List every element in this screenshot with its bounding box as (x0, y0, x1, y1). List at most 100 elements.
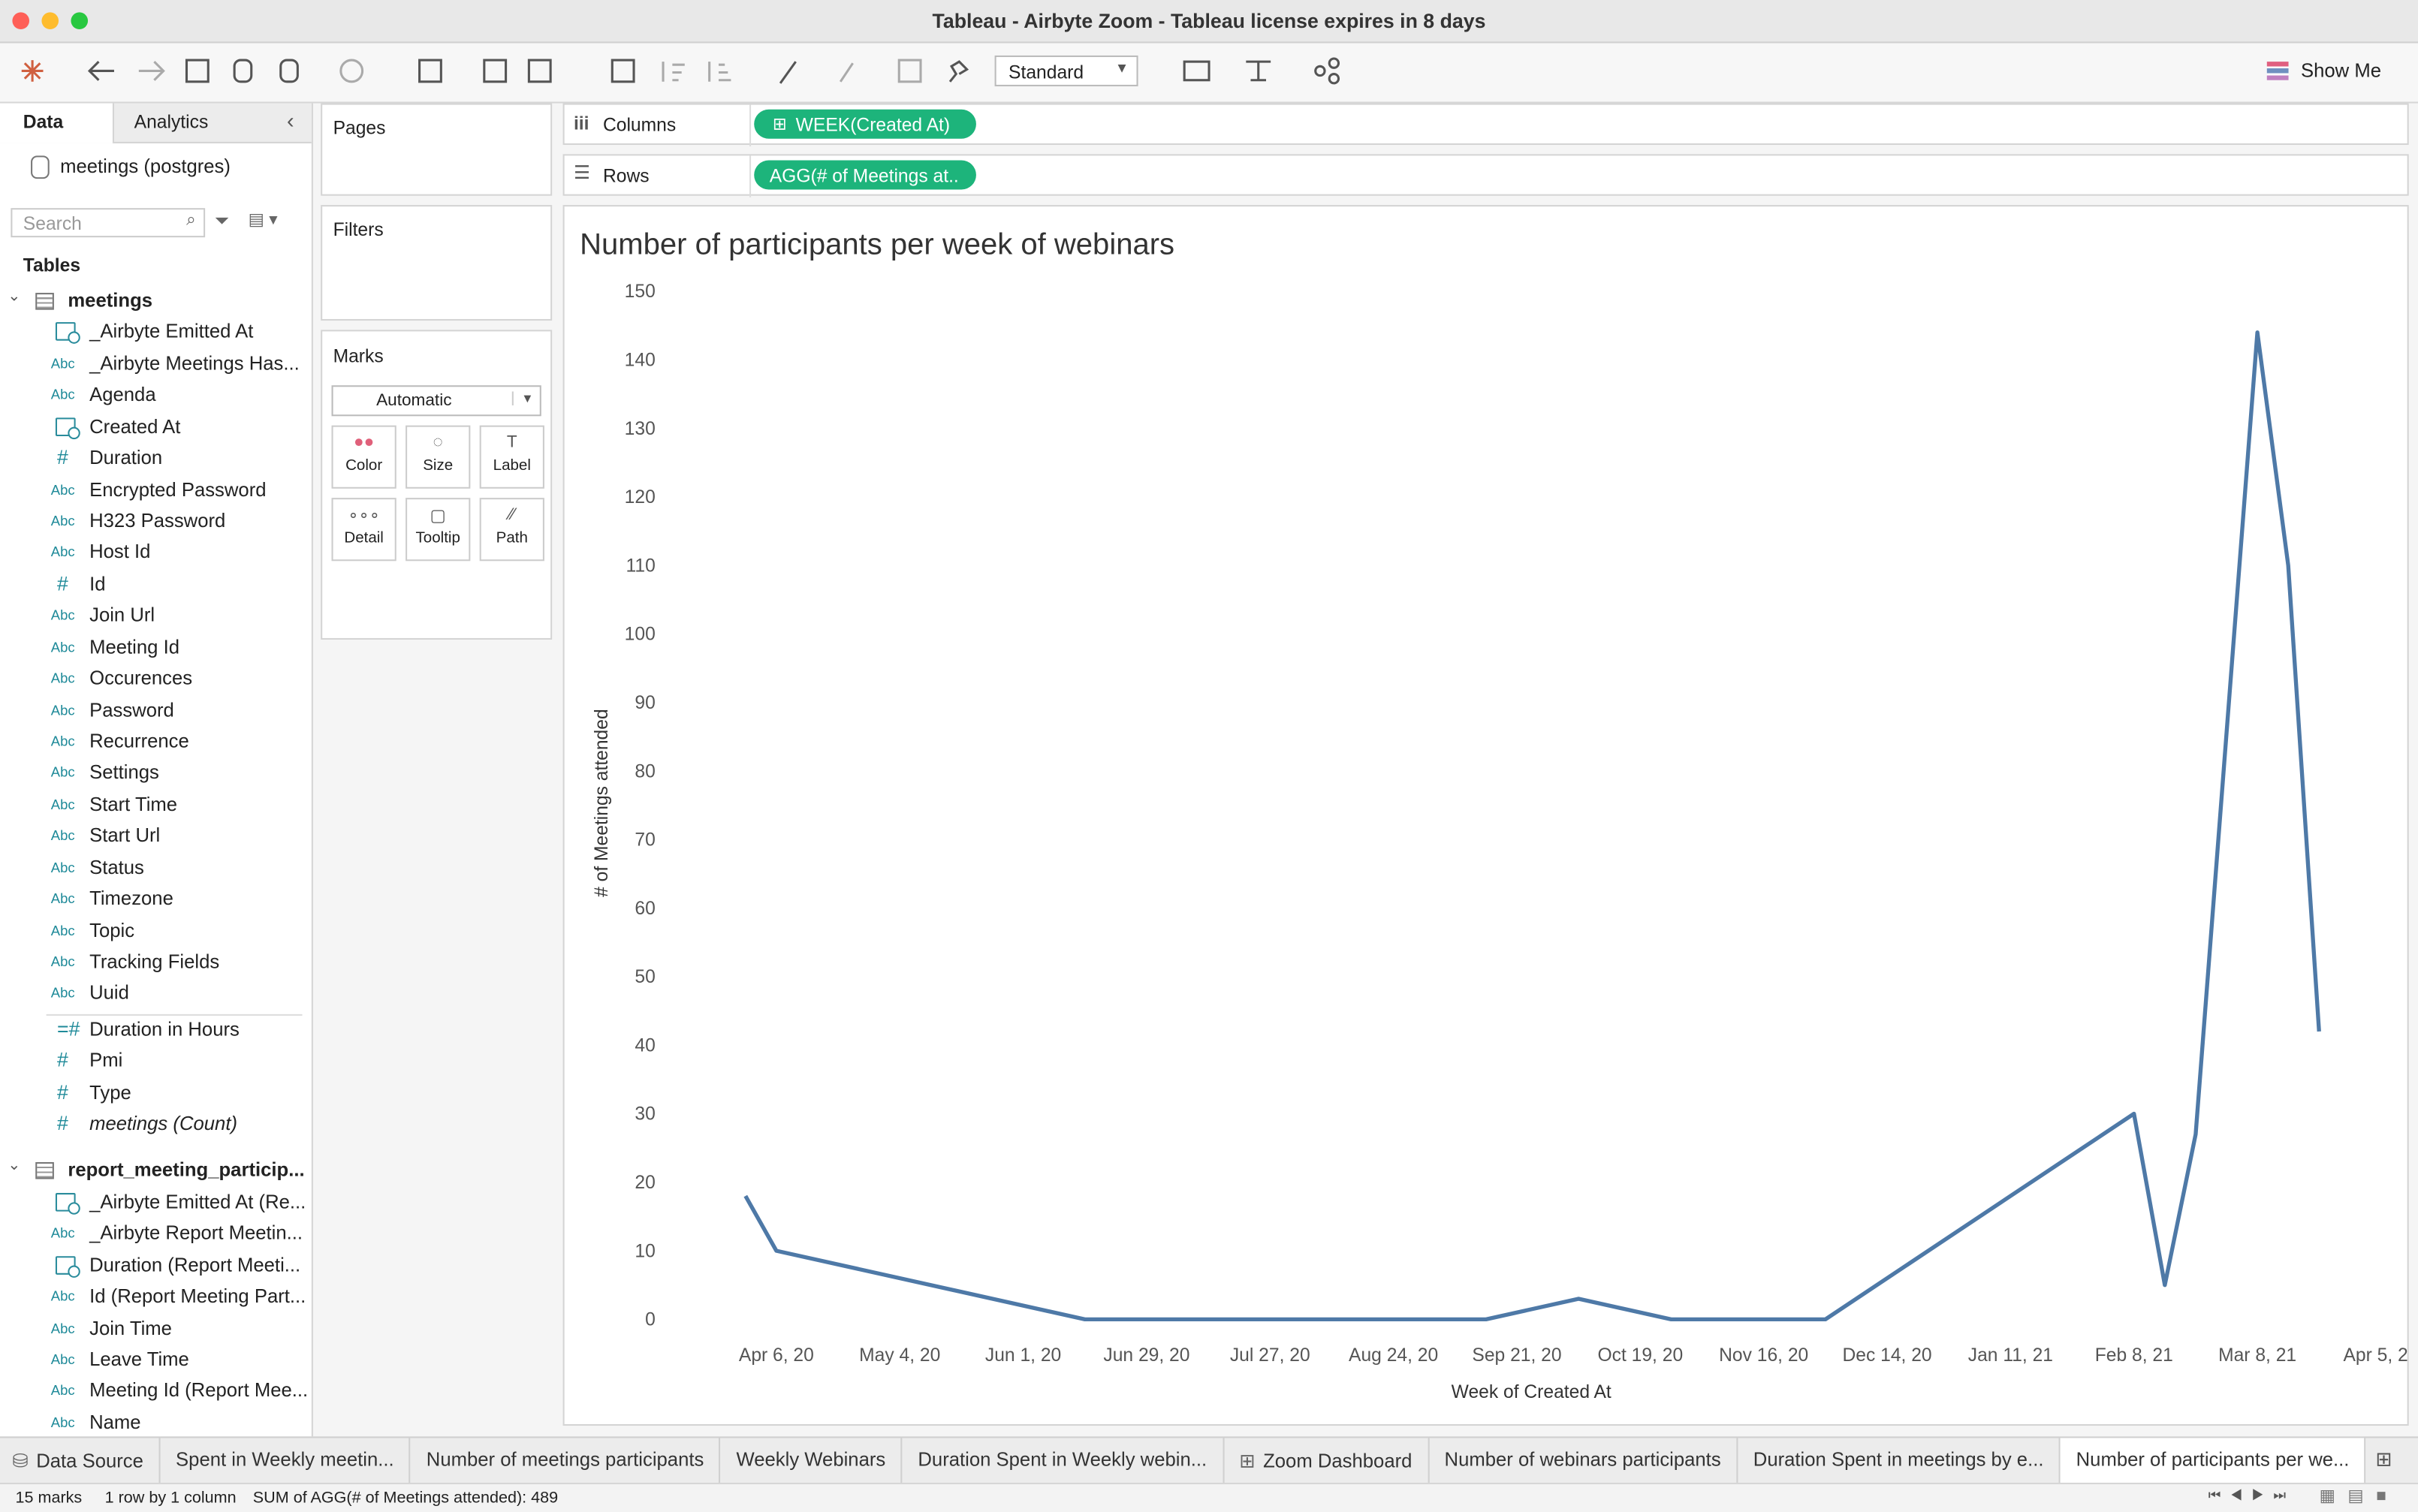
field-name: Type (89, 1081, 131, 1104)
view-buttons[interactable]: ▦▤■ (2319, 1487, 2399, 1506)
sheet-tab[interactable]: Weekly Webinars (721, 1438, 903, 1485)
save[interactable] (185, 59, 210, 83)
view-size-dropdown[interactable]: Standard ▼ (994, 55, 1138, 86)
columns-pill[interactable]: ⊞ WEEK(Created At) (754, 109, 976, 139)
mark-button[interactable]: ●● Color (331, 425, 396, 489)
toolbar-icons (21, 57, 1340, 85)
field[interactable]: Abc Meeting Id (Report Mee... (51, 1378, 308, 1406)
field[interactable]: Abc Id (Report Meeting Part... (51, 1284, 306, 1312)
collapse-button[interactable]: ‹ (286, 107, 294, 133)
filter-button[interactable]: ⏷ (214, 209, 230, 231)
sheet-tab[interactable]: Number of participants per we... (2061, 1438, 2367, 1485)
field[interactable]: Abc Start Time (51, 792, 306, 820)
sheet-tab[interactable]: Number of meetings participants (411, 1438, 721, 1485)
analytics-tab[interactable]: Analytics (134, 110, 209, 133)
field[interactable]: Abc Encrypted Password (51, 477, 306, 505)
field[interactable]: Abc Agenda (51, 383, 306, 411)
group[interactable] (839, 62, 854, 83)
data-tab[interactable]: Data (0, 103, 114, 143)
sheet-tab[interactable]: ⊞ Zoom Dashboard (1224, 1438, 1430, 1485)
view-button[interactable]: ▤ ▾ (248, 211, 278, 230)
field[interactable]: Abc Meeting Id (51, 634, 306, 662)
sheet-tab[interactable]: Duration Spent in Weekly webin... (903, 1438, 1224, 1485)
new-data-source[interactable] (233, 59, 253, 83)
field[interactable]: Abc Name (51, 1410, 306, 1436)
tableau-logo[interactable] (21, 60, 44, 82)
y-tick-label: 110 (626, 556, 656, 576)
field-type-icon: Abc (50, 670, 75, 686)
expand-caret[interactable]: ⌄ (8, 288, 21, 306)
field[interactable]: Abc Recurrence (51, 729, 306, 757)
field[interactable]: Abc Settings (51, 761, 306, 788)
tab-label: Number of webinars participants (1444, 1448, 1721, 1471)
refresh[interactable] (339, 59, 364, 83)
mark-button[interactable]: ∘∘∘ Detail (331, 498, 396, 562)
field[interactable]: =# Duration in Hours (51, 1017, 306, 1045)
field[interactable]: # Type (51, 1080, 306, 1107)
field[interactable]: Abc Topic (51, 918, 306, 946)
field[interactable]: Abc Join Time (51, 1315, 306, 1343)
mark-type-dropdown[interactable]: Automatic ▼ (331, 385, 541, 417)
mark-button[interactable]: ◌ Size (406, 425, 471, 489)
table-name[interactable]: meetings (68, 289, 153, 312)
sheet-tab[interactable]: Duration Spent in meetings by e... (1738, 1438, 2061, 1485)
labels[interactable] (897, 59, 922, 83)
show-me-icon (2266, 62, 2289, 80)
table-name[interactable]: report_meeting_particip... (68, 1159, 305, 1182)
sheet-tabs: ⛁ Data Source Spent in Weekly meetin... Num… (0, 1436, 2418, 1485)
field[interactable]: Abc Timezone (51, 887, 306, 914)
field[interactable]: # Id (51, 571, 306, 599)
field[interactable]: Abc Status (51, 855, 306, 883)
sort-ascending[interactable] (662, 62, 685, 82)
field[interactable]: Duration (Report Meeti... (51, 1253, 306, 1281)
rows-pill[interactable]: AGG(# of Meetings at.. (754, 160, 976, 190)
field[interactable]: # meetings (Count) (51, 1111, 306, 1139)
field-name: Timezone (89, 887, 173, 910)
field[interactable]: # Duration (51, 446, 306, 474)
mark-button[interactable]: ⁄⁄ Path (479, 498, 544, 562)
field[interactable]: Abc H323 Password (51, 508, 306, 536)
data-source[interactable]: meetings (postgres) (60, 155, 231, 178)
sheet-tab[interactable]: Number of webinars participants (1429, 1438, 1738, 1485)
field-name: Duration (89, 447, 163, 469)
field[interactable]: Abc Host Id (51, 540, 306, 568)
duplicate-sheet[interactable] (483, 59, 508, 83)
field[interactable]: Abc Uuid (51, 981, 306, 1009)
search-box[interactable]: Search ⌕ (11, 208, 206, 238)
field[interactable]: Abc _Airbyte Report Meetin... (51, 1221, 306, 1249)
mark-button[interactable]: ▢ Tooltip (406, 498, 471, 562)
sheet-navigation[interactable]: ⏮◀▶⏭ (2208, 1487, 2296, 1503)
pause-updates[interactable] (279, 59, 299, 83)
data-source-tab[interactable]: ⛁ Data Source (0, 1438, 161, 1485)
undo[interactable] (87, 61, 114, 81)
clear-sheet[interactable] (527, 59, 552, 83)
data-line (743, 330, 2321, 1322)
y-tick-label: 50 (635, 967, 655, 987)
highlight[interactable] (779, 61, 797, 84)
show-cards[interactable] (1183, 60, 1211, 82)
sort-descending[interactable] (708, 62, 731, 82)
presentation-mode[interactable] (1246, 60, 1271, 82)
swap[interactable] (611, 59, 635, 83)
field[interactable]: Abc Leave Time (51, 1347, 306, 1375)
field[interactable]: Abc Tracking Fields (51, 950, 306, 977)
field[interactable]: _Airbyte Emitted At (51, 320, 306, 348)
redo[interactable] (138, 61, 165, 81)
close-button[interactable] (12, 12, 30, 30)
expand-caret[interactable]: ⌄ (8, 1158, 21, 1176)
field[interactable]: Abc Password (51, 697, 306, 725)
field[interactable]: Abc Occurences (51, 666, 306, 694)
mark-button-label: Path (496, 530, 528, 547)
new-worksheet[interactable] (418, 59, 442, 83)
field[interactable]: Abc Start Url (51, 824, 306, 851)
field[interactable]: Abc _Airbyte Meetings Has... (51, 351, 306, 379)
minimize-button[interactable] (41, 12, 59, 30)
mark-button[interactable]: T Label (479, 425, 544, 489)
fix-axes[interactable] (948, 60, 969, 83)
sheet-tab[interactable]: Spent in Weekly meetin... (161, 1438, 412, 1485)
zoom-button[interactable] (71, 12, 89, 30)
field[interactable]: _Airbyte Emitted At (Re... (51, 1190, 306, 1218)
field[interactable]: Created At (51, 414, 306, 442)
field[interactable]: Abc Join Url (51, 603, 306, 631)
field[interactable]: # Pmi (51, 1049, 306, 1077)
